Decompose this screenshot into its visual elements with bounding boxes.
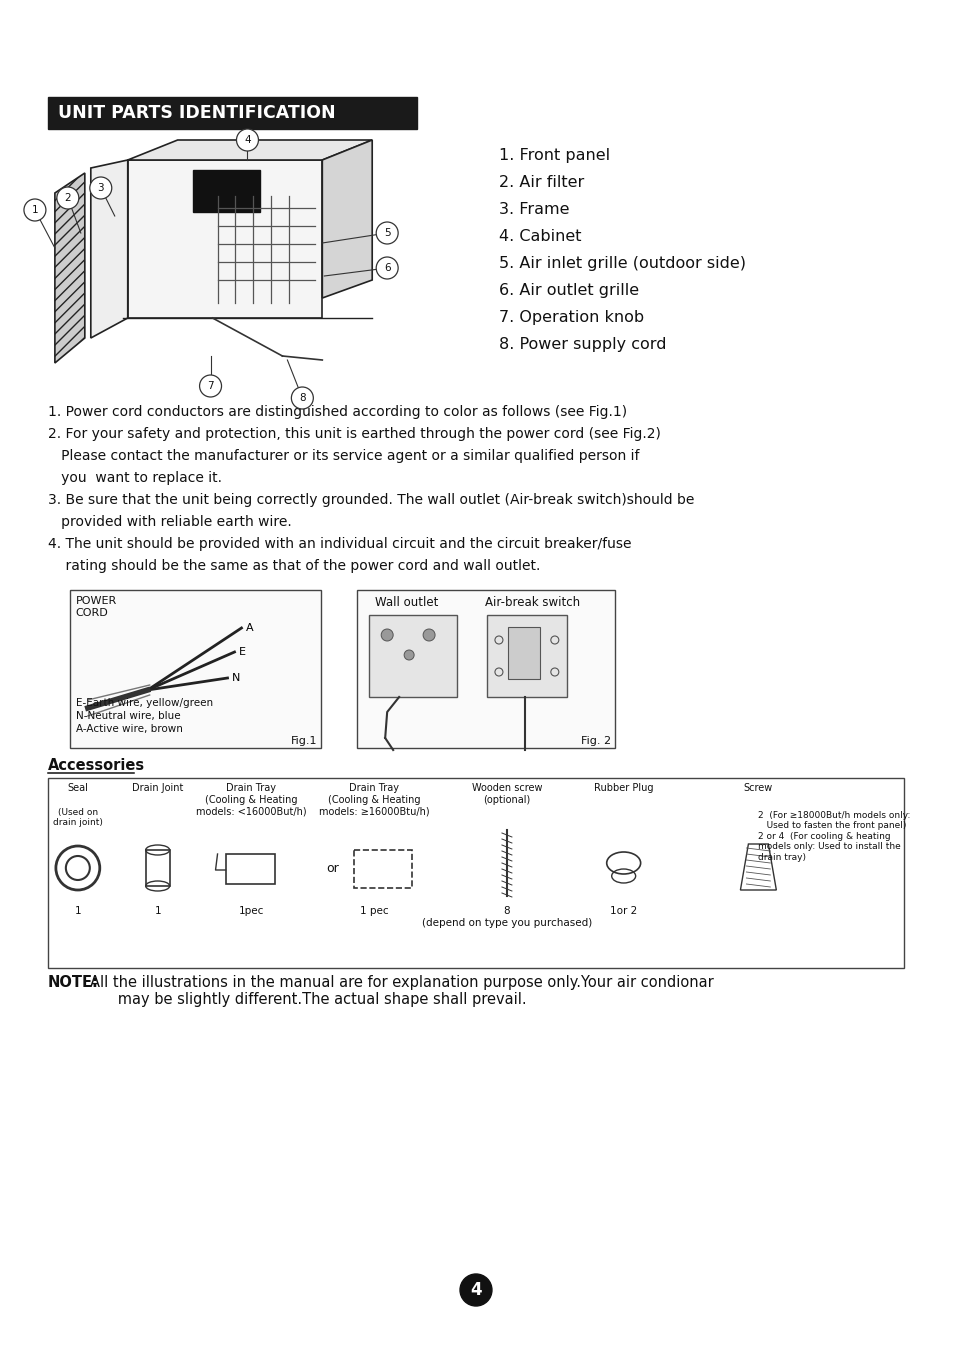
Circle shape xyxy=(423,630,435,640)
Text: 5: 5 xyxy=(383,227,390,238)
Text: rating should be the same as that of the power cord and wall outlet.: rating should be the same as that of the… xyxy=(48,559,539,573)
Text: 1pec: 1pec xyxy=(238,906,264,917)
Text: 1 pec: 1 pec xyxy=(359,906,388,917)
Text: 6. Air outlet grille: 6. Air outlet grille xyxy=(498,283,639,298)
Bar xyxy=(507,627,539,678)
Text: 3. Frame: 3. Frame xyxy=(498,202,569,217)
Text: Wall outlet: Wall outlet xyxy=(375,596,438,609)
Circle shape xyxy=(291,387,313,409)
Polygon shape xyxy=(128,139,372,160)
Circle shape xyxy=(375,257,397,279)
Text: 1: 1 xyxy=(31,204,38,215)
Bar xyxy=(369,615,456,697)
Circle shape xyxy=(90,177,112,199)
Text: 1: 1 xyxy=(74,906,81,917)
Text: Seal: Seal xyxy=(68,783,89,793)
Text: 3. Be sure that the unit being correctly grounded. The wall outlet (Air-break sw: 3. Be sure that the unit being correctly… xyxy=(48,493,694,506)
Text: Accessories: Accessories xyxy=(48,758,145,773)
Circle shape xyxy=(199,375,221,397)
Text: UNIT PARTS IDENTIFICATION: UNIT PARTS IDENTIFICATION xyxy=(58,104,335,122)
Bar xyxy=(70,590,321,747)
Circle shape xyxy=(404,650,414,659)
Text: Air-break switch: Air-break switch xyxy=(484,596,579,609)
Text: 8
(depend on type you purchased): 8 (depend on type you purchased) xyxy=(421,906,592,927)
Text: A: A xyxy=(245,623,253,634)
Bar xyxy=(193,171,260,213)
Text: N-Neutral wire, blue: N-Neutral wire, blue xyxy=(75,711,180,720)
Bar xyxy=(128,160,322,318)
Text: 1. Power cord conductors are distinguished according to color as follows (see Fi: 1. Power cord conductors are distinguish… xyxy=(48,405,626,418)
Text: provided with reliable earth wire.: provided with reliable earth wire. xyxy=(48,515,292,529)
Text: or: or xyxy=(326,861,338,875)
Text: 1or 2: 1or 2 xyxy=(609,906,637,917)
Text: 4. Cabinet: 4. Cabinet xyxy=(498,229,580,244)
Text: E-Earth wire, yellow/green: E-Earth wire, yellow/green xyxy=(75,699,213,708)
Text: Fig. 2: Fig. 2 xyxy=(580,737,610,746)
Text: A-Active wire, brown: A-Active wire, brown xyxy=(75,724,183,734)
Text: Drain Joint: Drain Joint xyxy=(132,783,183,793)
Text: NOTE:: NOTE: xyxy=(48,975,99,990)
Bar xyxy=(356,590,614,747)
Text: 8. Power supply cord: 8. Power supply cord xyxy=(498,337,666,352)
Circle shape xyxy=(375,222,397,244)
Text: 2: 2 xyxy=(65,194,71,203)
Text: 3: 3 xyxy=(97,183,104,194)
Text: 4: 4 xyxy=(244,135,251,145)
Polygon shape xyxy=(91,160,128,338)
Text: Fig.1: Fig.1 xyxy=(291,737,317,746)
Text: (Used on
drain joint): (Used on drain joint) xyxy=(52,808,103,827)
Text: 6: 6 xyxy=(383,263,390,274)
Text: POWER
CORD: POWER CORD xyxy=(75,596,117,617)
Text: 2  (For ≥18000But/h models only:
   Used to fasten the front panel)
2 or 4  (For: 2 (For ≥18000But/h models only: Used to … xyxy=(758,811,910,861)
Text: 8: 8 xyxy=(298,393,305,403)
Bar xyxy=(146,850,170,886)
Text: Please contact the manufacturer or its service agent or a similar qualified pers: Please contact the manufacturer or its s… xyxy=(48,450,639,463)
Text: 2. For your safety and protection, this unit is earthed through the power cord (: 2. For your safety and protection, this … xyxy=(48,427,660,441)
Text: 7: 7 xyxy=(207,380,213,391)
Bar xyxy=(48,779,903,968)
Text: Wooden screw
(optional): Wooden screw (optional) xyxy=(471,783,541,804)
Text: 7. Operation knob: 7. Operation knob xyxy=(498,310,643,325)
Bar xyxy=(225,854,275,884)
Text: Screw: Screw xyxy=(743,783,772,793)
Polygon shape xyxy=(55,173,85,363)
Text: 5. Air inlet grille (outdoor side): 5. Air inlet grille (outdoor side) xyxy=(498,256,745,271)
Text: E: E xyxy=(238,647,245,657)
Bar xyxy=(354,850,412,888)
Bar xyxy=(486,615,566,697)
Circle shape xyxy=(381,630,393,640)
Text: 4: 4 xyxy=(470,1281,481,1298)
Circle shape xyxy=(57,187,79,209)
Circle shape xyxy=(236,129,258,152)
Text: N: N xyxy=(232,673,239,682)
Text: All the illustrations in the manual are for explanation purpose only.Your air co: All the illustrations in the manual are … xyxy=(90,975,713,1007)
Circle shape xyxy=(459,1274,492,1307)
Circle shape xyxy=(24,199,46,221)
Text: 1. Front panel: 1. Front panel xyxy=(498,148,609,162)
Bar xyxy=(48,97,416,129)
Text: Drain Tray
(Cooling & Heating
models: <16000But/h): Drain Tray (Cooling & Heating models: <1… xyxy=(196,783,307,816)
Text: 1: 1 xyxy=(154,906,161,917)
Text: you  want to replace it.: you want to replace it. xyxy=(48,471,222,485)
Polygon shape xyxy=(322,139,372,298)
Text: Rubber Plug: Rubber Plug xyxy=(594,783,653,793)
Text: 4. The unit should be provided with an individual circuit and the circuit breake: 4. The unit should be provided with an i… xyxy=(48,538,631,551)
Text: Drain Tray
(Cooling & Heating
models: ≥16000Btu/h): Drain Tray (Cooling & Heating models: ≥1… xyxy=(318,783,429,816)
Text: 2. Air filter: 2. Air filter xyxy=(498,175,583,190)
